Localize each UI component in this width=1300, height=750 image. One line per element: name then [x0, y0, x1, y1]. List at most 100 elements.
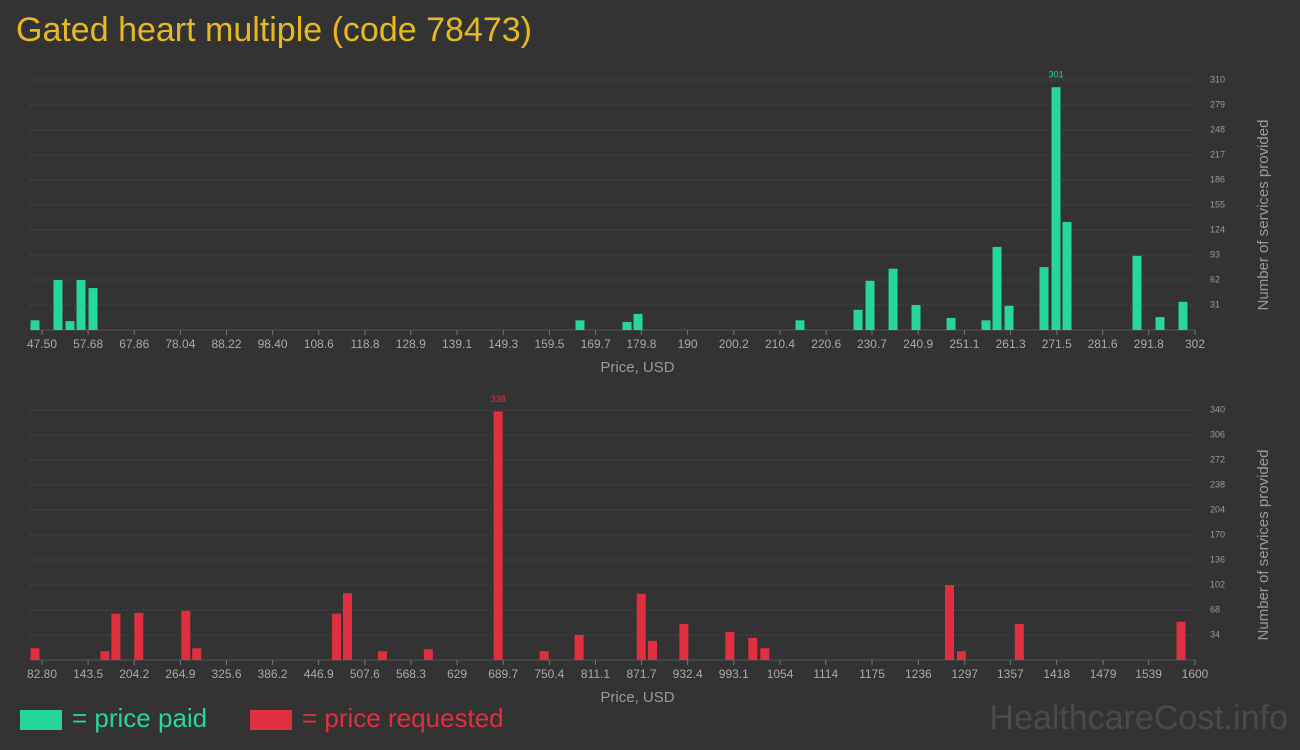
bar [1155, 317, 1165, 330]
bar [30, 320, 40, 330]
x-tick-label: 291.8 [1134, 337, 1164, 351]
bar [622, 321, 632, 330]
legend-swatch [250, 710, 292, 730]
x-tick-label: 143.5 [73, 667, 103, 681]
x-tick-label: 169.7 [581, 337, 611, 351]
x-tick-label: 1539 [1135, 667, 1162, 681]
x-tick-label: 264.9 [165, 667, 195, 681]
bar [377, 651, 387, 660]
x-tick-label: 446.9 [304, 667, 334, 681]
bar [539, 651, 549, 660]
x-tick-label: 57.68 [73, 337, 103, 351]
x-tick-label: 139.1 [442, 337, 472, 351]
y-tick-label: 310 [1210, 74, 1225, 84]
y-axis-title: Number of services provided [1255, 450, 1272, 641]
bar [53, 280, 63, 330]
x-tick-label: 386.2 [258, 667, 288, 681]
x-tick-label: 993.1 [719, 667, 749, 681]
bar [100, 651, 110, 660]
x-tick-label: 932.4 [673, 667, 703, 681]
x-tick-label: 159.5 [534, 337, 564, 351]
y-tick-label: 93 [1210, 249, 1220, 259]
x-tick-label: 871.7 [627, 667, 657, 681]
x-tick-label: 689.7 [488, 667, 518, 681]
x-tick-label: 251.1 [949, 337, 979, 351]
x-tick-label: 149.3 [488, 337, 518, 351]
x-tick-label: 568.3 [396, 667, 426, 681]
bar [1039, 267, 1049, 330]
x-tick-label: 200.2 [719, 337, 749, 351]
x-tick-label: 1175 [859, 667, 885, 681]
page-title: Gated heart multiple (code 78473) [16, 11, 532, 49]
x-tick-label: 1054 [767, 667, 794, 681]
y-tick-label: 62 [1210, 274, 1220, 284]
bar [192, 648, 202, 660]
x-tick-label: 88.22 [211, 337, 241, 351]
x-tick-label: 302 [1185, 337, 1205, 351]
legend-swatch [20, 710, 62, 730]
bar [1004, 305, 1014, 330]
y-tick-label: 34 [1210, 629, 1220, 639]
bar [134, 612, 144, 660]
bar [981, 320, 991, 330]
bar [76, 280, 86, 330]
y-tick-label: 68 [1210, 604, 1220, 614]
y-tick-label: 238 [1210, 479, 1225, 489]
y-axis-title: Number of services provided [1255, 120, 1272, 311]
bar [575, 320, 585, 330]
x-tick-label: 230.7 [857, 337, 887, 351]
x-tick-label: 811.1 [581, 667, 610, 681]
y-tick-label: 279 [1210, 99, 1225, 109]
y-tick-label: 102 [1210, 579, 1225, 589]
y-tick-label: 186 [1210, 174, 1225, 184]
bar [1062, 221, 1072, 330]
bar [181, 610, 191, 660]
y-tick-label: 124 [1210, 224, 1225, 234]
legend-label: = price requested [302, 703, 504, 733]
bar [574, 635, 584, 660]
x-tick-label: 78.04 [165, 337, 195, 351]
x-tick-label: 325.6 [212, 667, 242, 681]
x-tick-label: 271.5 [1042, 337, 1072, 351]
x-tick-label: 261.3 [996, 337, 1026, 351]
y-tick-label: 31 [1210, 299, 1220, 309]
bar [493, 411, 503, 660]
x-tick-label: 1479 [1090, 667, 1117, 681]
bar [911, 305, 921, 330]
bar [760, 648, 770, 660]
data-label: 338 [491, 394, 506, 404]
x-tick-label: 67.86 [119, 337, 149, 351]
x-tick-label: 108.6 [304, 337, 334, 351]
x-tick-label: 47.50 [27, 337, 57, 351]
bar [748, 637, 758, 660]
bar [992, 246, 1002, 330]
bar [725, 632, 735, 660]
x-tick-label: 204.2 [119, 667, 149, 681]
data-label: 301 [1048, 70, 1063, 80]
bar [1176, 621, 1186, 660]
x-tick-label: 629 [447, 667, 467, 681]
bar [331, 613, 341, 660]
y-tick-label: 306 [1210, 429, 1225, 439]
bar [633, 313, 643, 330]
y-tick-label: 272 [1210, 454, 1225, 464]
bar [88, 288, 98, 330]
x-tick-label: 1418 [1043, 667, 1070, 681]
bar [679, 623, 689, 660]
bar [1132, 255, 1142, 330]
bar [343, 593, 353, 660]
bar [888, 268, 898, 330]
x-tick-label: 1357 [997, 667, 1024, 681]
bar [1051, 87, 1061, 331]
x-tick-label: 210.4 [765, 337, 795, 351]
bar [795, 320, 805, 330]
y-tick-label: 155 [1210, 199, 1225, 209]
x-tick-label: 750.4 [534, 667, 564, 681]
x-tick-label: 190 [678, 337, 698, 351]
y-tick-label: 136 [1210, 554, 1225, 564]
y-tick-label: 248 [1210, 124, 1225, 134]
bar [1178, 301, 1188, 330]
x-tick-label: 1297 [951, 667, 978, 681]
